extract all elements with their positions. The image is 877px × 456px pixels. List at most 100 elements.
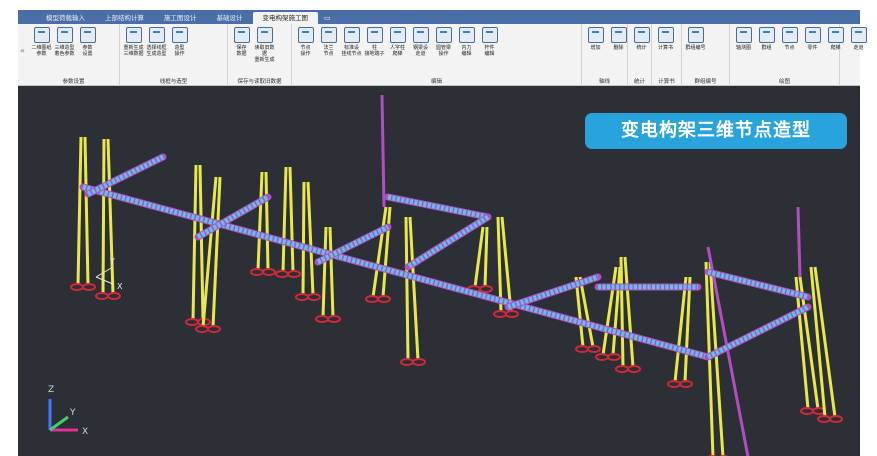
ribbon-button-group-num-0[interactable]: 群组编号 [685, 27, 706, 51]
column-16-base-b [829, 415, 843, 423]
ribbon-tool-icon [657, 27, 674, 43]
ribbon-button-stats-0[interactable]: 统计 [631, 27, 652, 51]
tab-menu-icon[interactable]: ▭ [324, 14, 331, 22]
column-8-base-a [400, 358, 414, 366]
ribbon-button-label: 圆管梁 操作 [435, 45, 451, 57]
column-9-leg-a [473, 226, 485, 288]
ribbon-button-label: 参数 设置 [82, 45, 93, 57]
ribbon-group-buttons: 统计 [628, 24, 651, 76]
ribbon-group-axis: 增加 删除轴线 [582, 24, 628, 86]
ribbon-button-label: 零件 [807, 45, 818, 51]
ribbon-tool-icon [587, 27, 604, 43]
tab-construction-drawing[interactable]: 施工图设计 [164, 14, 197, 22]
ribbon-button-draw-0[interactable]: 轴测图 [733, 27, 754, 51]
column-0-leg-a [76, 136, 83, 286]
cross-truss-1 [86, 154, 165, 197]
ribbon-group-edit: 节点 操作 法兰 节点 标准设 挂线节点柱 接地端子 人字柱 爬梯 钢梁设 走道 圆管梁 … [292, 24, 582, 86]
ribbon-group-stats: 统计 统计 [628, 24, 652, 86]
column-4-leg-a [256, 171, 264, 271]
ribbon-button-draw-3[interactable]: 零件 [802, 27, 823, 51]
ribbon-button-edit-7[interactable]: 内力 编辑 [456, 27, 477, 57]
ribbon-group-draw: 轴测图 群组 节点 零件 爬梯 走道 绘图 [730, 24, 867, 86]
application-window: 模型荷载输入 上部结构计算 施工图设计 基础设计 变电构架施工图 ▭ « 二维图… [18, 10, 867, 456]
ribbon-collapse-icon[interactable]: « [20, 46, 25, 55]
lightning-rod-2 [796, 206, 802, 278]
ribbon-group-buttons: 节点 操作 法兰 节点 标准设 挂线节点柱 接地端子 人字柱 爬梯 钢梁设 走道 圆管梁 … [292, 24, 581, 76]
ribbon-tool-icon [297, 27, 314, 43]
ribbon-button-param-2[interactable]: 参数 设置 [77, 27, 98, 57]
ribbon-tool-icon [256, 27, 273, 43]
local-axis-x [95, 276, 114, 285]
ribbon-button-save-1[interactable]: 读取旧数据 重新生成 [254, 27, 275, 63]
column-6-base-a [295, 293, 309, 301]
column-8-leg-b [408, 216, 420, 361]
ribbon-group-buttons: 计算书 [652, 24, 681, 76]
ribbon-tool-icon [389, 27, 406, 43]
ribbon-group-label: 参数设置 [62, 79, 85, 85]
ribbon-button-label: 重新生成 三维数据 [123, 45, 144, 57]
ribbon-button-edit-0[interactable]: 节点 操作 [295, 27, 316, 57]
column-7-base-a [365, 295, 379, 303]
ribbon-button-edit-4[interactable]: 人字柱 爬梯 [387, 27, 408, 57]
ribbon-group-label: 线框与造型 [159, 79, 188, 85]
column-1-leg-b [106, 138, 115, 295]
ribbon-button-calc-0[interactable]: 计算书 [655, 27, 676, 51]
column-7-leg-b [381, 206, 392, 298]
column-15-base-a [800, 407, 814, 415]
ribbon-button-draw-2[interactable]: 节点 [779, 27, 800, 51]
tab-foundation-design[interactable]: 基础设计 [216, 14, 243, 22]
ribbon-tool-icon [79, 27, 96, 43]
ribbon-button-label: 钢梁设 走道 [412, 45, 428, 57]
ribbon-button-label: 轴测图 [735, 45, 751, 51]
ribbon-button-label: 柱 接地端子 [364, 45, 385, 57]
ribbon-tool-icon [366, 27, 383, 43]
column-6-leg-a [301, 181, 306, 296]
ribbon-button-param-1[interactable]: 三维造型 着色参数 [54, 27, 75, 57]
ribbon-button-label: 法兰 节点 [323, 45, 334, 57]
ribbon-button-label: 走道 [853, 45, 864, 51]
column-11-leg-b [611, 266, 622, 356]
ribbon-group-buttons: 群组编号 [682, 24, 729, 76]
local-x-label: X [117, 282, 123, 291]
ribbon-button-wireframe-0[interactable]: 重新生成 三维数据 [123, 27, 144, 57]
ribbon-group-buttons: 增加 删除 [582, 24, 627, 76]
ribbon-button-param-0[interactable]: 二维图纸 参数 [31, 27, 52, 57]
ribbon-button-label: 保存 数据 [236, 45, 247, 57]
tab-structure-calc[interactable]: 上部结构计算 [105, 14, 144, 22]
ribbon-button-draw-1[interactable]: 群组 [756, 27, 777, 51]
column-13-base-a [667, 380, 681, 388]
column-10-leg-a [496, 216, 503, 313]
cross-truss-2-edge [194, 193, 272, 241]
tab-model-load-input[interactable]: 模型荷载输入 [46, 14, 85, 22]
ribbon-tool-icon [125, 27, 142, 43]
column-1-base-a [95, 292, 109, 300]
ribbon-button-wireframe-2[interactable]: 造型 操作 [169, 27, 190, 57]
top-truss-right [707, 269, 809, 300]
ribbon-button-edit-2[interactable]: 标准设 挂线节点 [341, 27, 362, 57]
ribbon-group-label: 计算书 [658, 79, 675, 85]
ucs-z-label: Z [48, 385, 54, 395]
tab-substation-frame[interactable]: 变电构架施工图 [252, 12, 318, 24]
ribbon-button-draw-4[interactable]: 爬梯 [825, 27, 846, 51]
ribbon-button-edit-8[interactable]: 杆件 编辑 [479, 27, 500, 57]
column-1-leg-a [101, 138, 106, 295]
ribbon-button-axis-0[interactable]: 增加 [585, 27, 606, 51]
ribbon-button-draw-5[interactable]: 走道 [848, 27, 869, 51]
column-18-base-b [327, 315, 341, 323]
ribbon-button-axis-1[interactable]: 删除 [608, 27, 629, 51]
ribbon-button-save-0[interactable]: 保存 数据 [231, 27, 252, 57]
cross-truss-4 [406, 214, 490, 270]
column-16-base-a [817, 415, 831, 423]
column-12-leg-a [619, 256, 625, 368]
ribbon-button-wireframe-1[interactable]: 选择线框 生成造型 [146, 27, 167, 57]
ribbon-group-buttons: 二维图纸 参数 三维造型 着色参数 参数 设置 [28, 24, 119, 76]
ribbon-button-edit-6[interactable]: 圆管梁 操作 [433, 27, 454, 57]
ribbon-button-label: 标准设 挂线节点 [341, 45, 362, 57]
ribbon-group-label: 轴线 [598, 79, 610, 85]
ribbon-button-edit-1[interactable]: 法兰 节点 [318, 27, 339, 57]
ribbon-tool-icon [171, 27, 188, 43]
ribbon-button-edit-5[interactable]: 钢梁设 走道 [410, 27, 431, 57]
ribbon-button-edit-3[interactable]: 柱 接地端子 [364, 27, 385, 57]
